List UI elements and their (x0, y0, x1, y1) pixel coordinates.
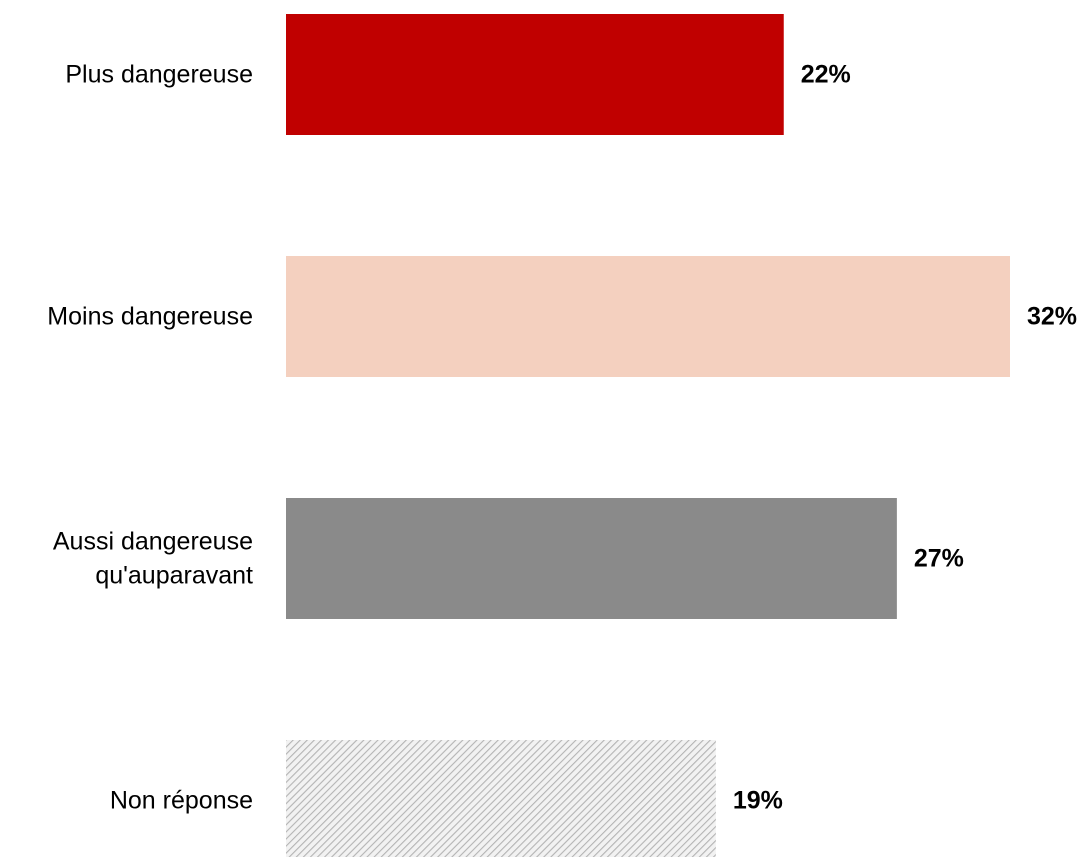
value-label-1: 22% (801, 61, 851, 89)
value-label-3: 27% (914, 545, 964, 573)
category-label-line: Moins dangereuse (47, 303, 253, 331)
category-label-4: Non réponse (110, 787, 253, 815)
value-label-2: 32% (1027, 303, 1077, 331)
category-label-line: Non réponse (110, 787, 253, 815)
bar-4 (286, 740, 716, 857)
bar-2 (286, 256, 1010, 377)
bar-1 (286, 14, 784, 135)
category-label-line: Plus dangereuse (65, 61, 253, 89)
category-label-line: qu'auparavant (95, 562, 253, 590)
bars-layer (286, 14, 1010, 857)
bar-3 (286, 498, 897, 619)
category-label-line: Aussi dangereuse (53, 528, 253, 556)
value-label-4: 19% (733, 787, 783, 815)
category-label-2: Moins dangereuse (47, 303, 253, 331)
category-label-3: Aussi dangereuse qu'auparavant (53, 528, 253, 590)
labels-layer: Plus dangereuse 22% Moins dangereuse 32% Aus… (47, 61, 1077, 815)
category-label-1: Plus dangereuse (65, 61, 253, 89)
